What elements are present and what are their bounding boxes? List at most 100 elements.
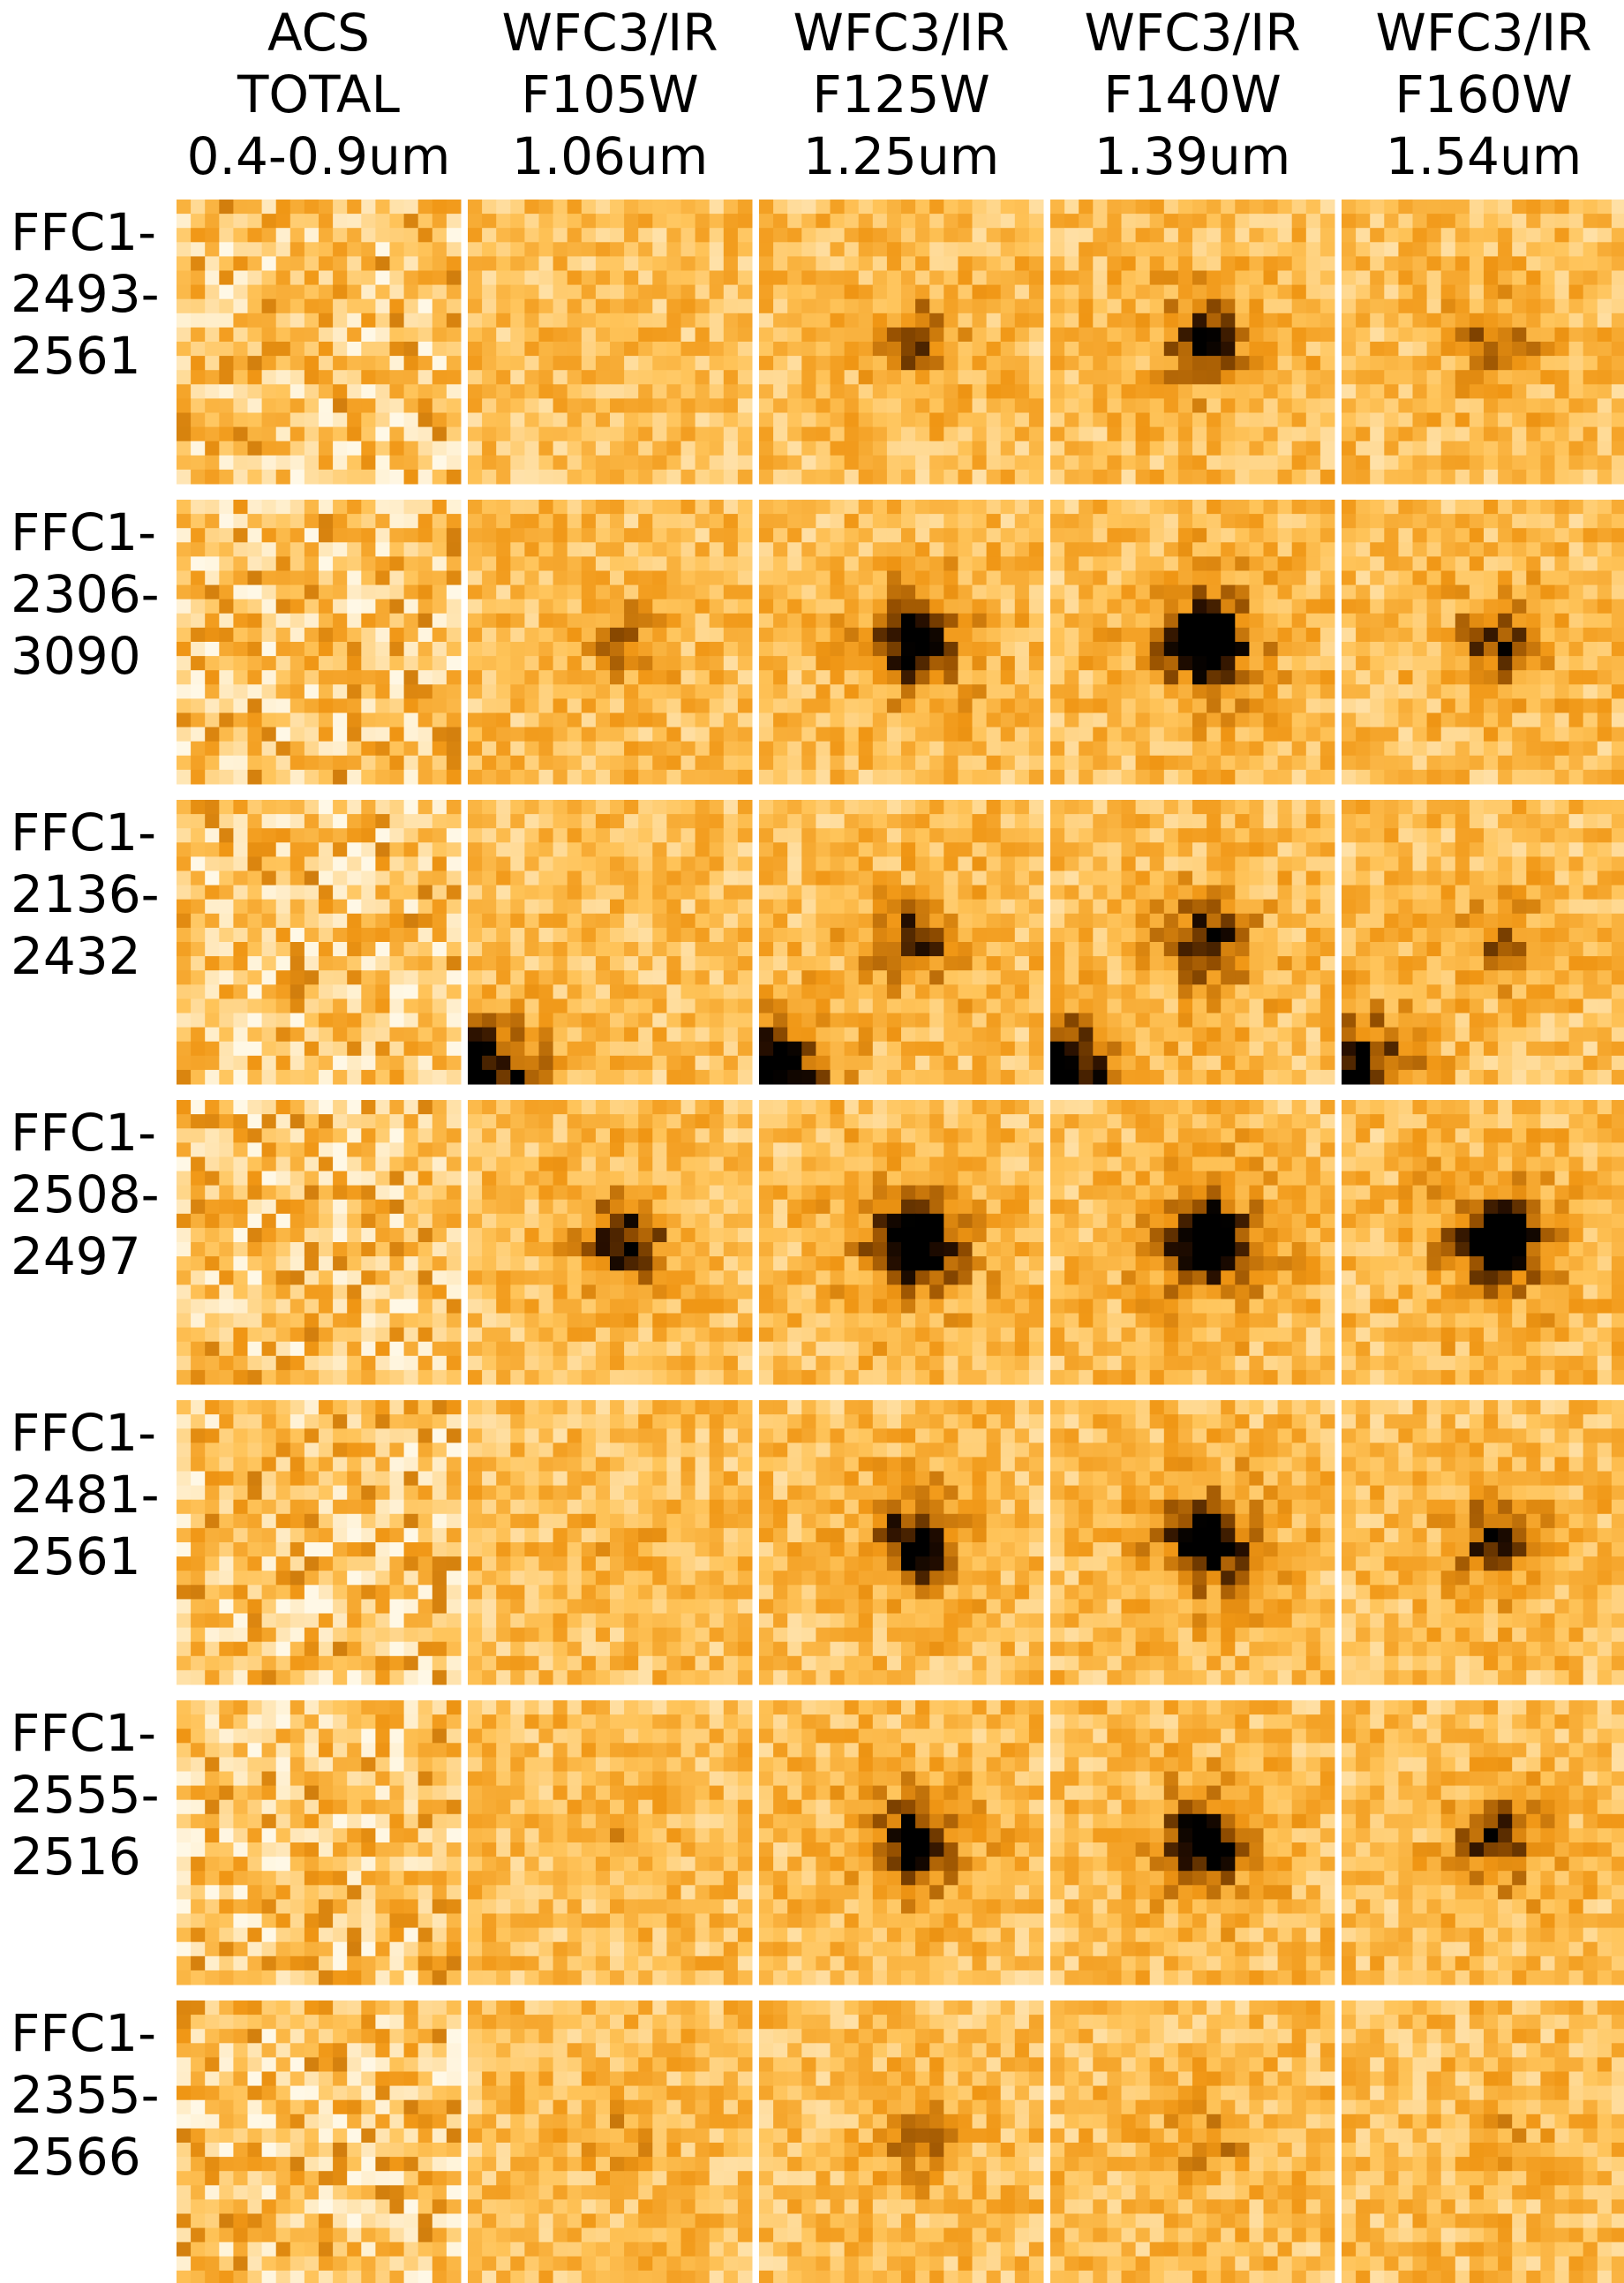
pixel (1305, 270, 1321, 286)
pixel (610, 356, 625, 371)
pixel (389, 284, 405, 300)
pixel (1398, 642, 1413, 657)
pixel (553, 398, 568, 413)
pixel (638, 356, 653, 371)
pixel (319, 370, 334, 385)
pixel (1079, 528, 1094, 543)
pixel (1526, 469, 1541, 485)
pixel (219, 741, 234, 757)
pixel (1014, 228, 1030, 243)
pixel (1469, 656, 1485, 671)
pixel (219, 313, 234, 328)
pixel (1611, 284, 1624, 300)
pixel (247, 514, 263, 529)
pixel (595, 570, 611, 586)
pixel (1583, 684, 1598, 699)
pixel (319, 1069, 334, 1085)
pixel (1121, 342, 1137, 357)
pixel (177, 913, 192, 929)
pixel (1484, 398, 1499, 413)
pixel (886, 727, 902, 742)
pixel (929, 228, 944, 243)
pixel (695, 599, 710, 614)
pixel (787, 214, 802, 229)
pixel (1342, 712, 1357, 728)
pixel (787, 514, 802, 529)
pixel (886, 670, 902, 685)
pixel (610, 769, 625, 785)
pixel (1277, 556, 1293, 571)
pixel (844, 712, 860, 728)
pixel (496, 684, 511, 699)
pixel (361, 570, 376, 586)
pixel (666, 384, 681, 399)
pixel (872, 870, 888, 886)
pixel (638, 500, 653, 515)
pixel (1050, 542, 1065, 557)
pixel (275, 528, 291, 543)
pixel (830, 514, 846, 529)
pixel (375, 942, 390, 957)
pixel (417, 441, 433, 456)
pixel (1121, 469, 1137, 485)
pixel (759, 627, 774, 643)
pixel (1583, 670, 1598, 685)
pixel (1235, 556, 1250, 571)
pixel (432, 412, 447, 428)
pixel (816, 542, 831, 557)
pixel (319, 814, 334, 829)
pixel (773, 870, 788, 886)
pixel (1064, 698, 1079, 713)
pixel (858, 712, 874, 728)
pixel (347, 242, 362, 257)
pixel (275, 942, 291, 957)
pixel (624, 885, 639, 900)
pixel (801, 441, 816, 456)
pixel (1526, 270, 1541, 286)
pixel (1050, 528, 1065, 543)
pixel (275, 870, 291, 886)
pixel (872, 370, 888, 385)
pixel (205, 800, 220, 815)
pixel (289, 528, 305, 543)
pixel (567, 284, 583, 300)
pixel (886, 870, 902, 886)
pixel (709, 913, 725, 929)
pixel (773, 613, 788, 629)
pixel (468, 1055, 483, 1071)
pixel (638, 870, 653, 886)
pixel (581, 356, 597, 371)
pixel (1192, 298, 1207, 314)
pixel (709, 942, 725, 957)
pixel (1512, 755, 1527, 771)
pixel (247, 1055, 263, 1071)
pixel (1277, 384, 1293, 399)
pixel (1135, 228, 1151, 243)
pixel (524, 885, 539, 900)
pixel (403, 698, 419, 713)
pixel (1455, 670, 1470, 685)
pixel (275, 270, 291, 286)
pixel (1342, 200, 1357, 215)
row-label: FFC1- (11, 1403, 156, 1463)
pixel (1554, 670, 1570, 685)
pixel (496, 814, 511, 829)
pixel (1263, 584, 1279, 600)
pixel (858, 642, 874, 657)
pixel (1079, 441, 1094, 456)
pixel (1163, 398, 1179, 413)
pixel (972, 814, 988, 829)
pixel (1163, 528, 1179, 543)
pixel (915, 426, 930, 442)
pixel (638, 455, 653, 471)
pixel (844, 412, 860, 428)
pixel (446, 313, 462, 328)
pixel (1263, 412, 1279, 428)
pixel (972, 542, 988, 557)
pixel (1192, 356, 1207, 371)
pixel (972, 570, 988, 586)
pixel (446, 528, 462, 543)
pixel (333, 298, 348, 314)
pixel (759, 327, 774, 343)
pixel (1484, 542, 1499, 557)
